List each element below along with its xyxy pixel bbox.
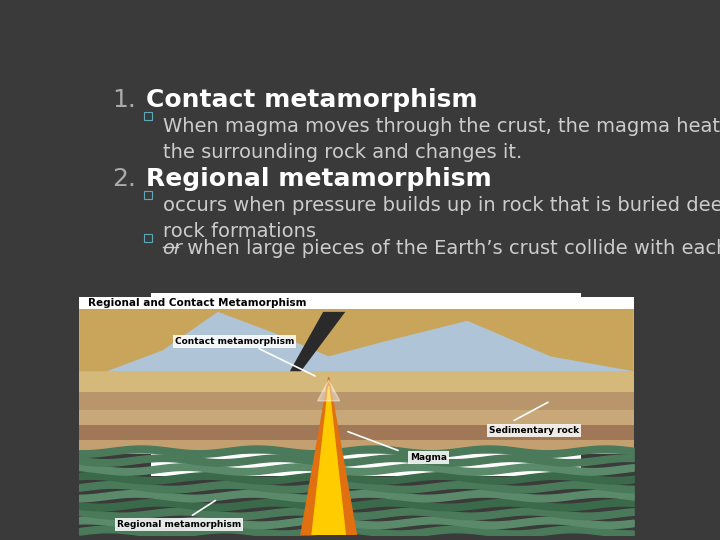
Text: when large pieces of the Earth’s crust collide with each other.: when large pieces of the Earth’s crust c… (181, 239, 720, 259)
Bar (79, 297, 634, 309)
Polygon shape (318, 380, 340, 401)
Polygon shape (290, 312, 346, 372)
Text: or: or (163, 239, 182, 259)
Text: 2.: 2. (112, 167, 136, 191)
Bar (144, 191, 153, 199)
Bar (144, 234, 153, 242)
Text: Contact metamorphism: Contact metamorphism (145, 87, 477, 112)
Bar (79, 392, 634, 410)
Bar (79, 440, 634, 455)
Bar (144, 112, 153, 120)
Text: Magma: Magma (410, 453, 447, 462)
Text: 1.: 1. (112, 87, 136, 112)
Text: occurs when pressure builds up in rock that is buried deep below other
rock form: occurs when pressure builds up in rock t… (163, 196, 720, 241)
Text: Regional metamorphism: Regional metamorphism (145, 167, 492, 191)
Text: Regional metamorphism: Regional metamorphism (117, 519, 241, 529)
Bar (79, 424, 634, 440)
Polygon shape (312, 386, 346, 535)
Polygon shape (79, 297, 634, 372)
Bar (79, 410, 634, 424)
Text: When magma moves through the crust, the magma heats
the surrounding rock and cha: When magma moves through the crust, the … (163, 117, 720, 163)
Text: Contact metamorphism: Contact metamorphism (175, 337, 294, 346)
Text: Sedimentary rock: Sedimentary rock (489, 426, 579, 435)
Text: Regional and Contact Metamorphism: Regional and Contact Metamorphism (88, 298, 306, 308)
Bar (79, 372, 634, 392)
FancyBboxPatch shape (151, 294, 581, 476)
Bar (79, 297, 634, 372)
Polygon shape (301, 377, 356, 535)
